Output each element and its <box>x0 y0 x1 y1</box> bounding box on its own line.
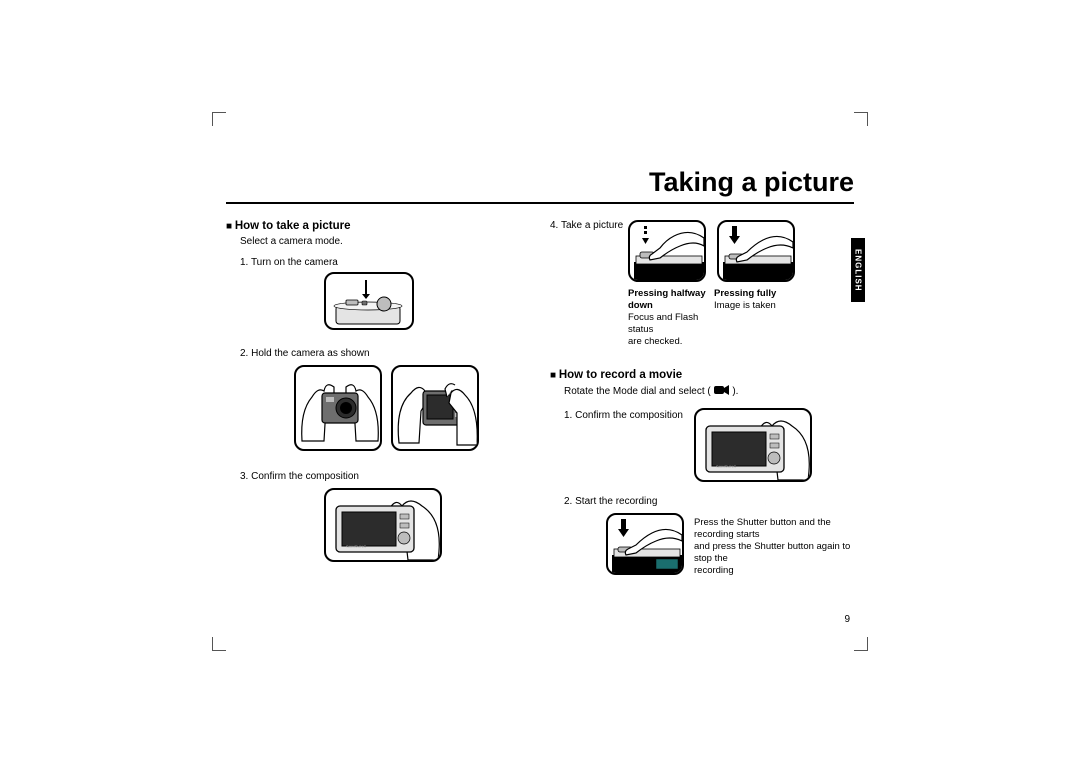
step-1-label: 1. Turn on the camera <box>240 257 526 268</box>
press-captions: Pressing halfway down Focus and Flash st… <box>550 288 854 347</box>
intro-text: Select a camera mode. <box>240 236 526 247</box>
crop-mark-tr <box>854 112 868 126</box>
movie-intro-a: Rotate the Mode dial and select ( <box>564 387 711 398</box>
fig-compose: SAMSUNG <box>324 488 442 562</box>
step-3-label: 3. Confirm the composition <box>240 471 526 482</box>
fig-start-record <box>606 513 684 575</box>
section-movie: How to record a movie <box>550 369 854 381</box>
page-inner: Taking a picture ENGLISH How to take a p… <box>226 130 854 633</box>
half-label: Pressing halfway down <box>628 288 714 312</box>
movie-mode-icon <box>714 385 730 398</box>
fig-press-full <box>717 220 795 282</box>
movie-section: How to record a movie Rotate the Mode di… <box>550 369 854 576</box>
section-take-picture: How to take a picture <box>226 220 526 232</box>
rec-desc1: Press the Shutter button and the recordi… <box>694 517 854 541</box>
svg-text:SAMSUNG: SAMSUNG <box>346 544 366 549</box>
step-4-label: 4. Take a picture <box>550 220 628 282</box>
step-4-row: 4. Take a picture <box>550 220 854 282</box>
movie-step-2: 2. Start the recording <box>564 496 854 576</box>
left-column: How to take a picture Select a camera mo… <box>226 220 526 633</box>
half-desc1: Focus and Flash status <box>628 312 714 336</box>
crop-mark-bl <box>212 637 226 651</box>
fig-movie-compose: SAMSUNG <box>694 408 812 482</box>
half-desc2: are checked. <box>628 336 714 348</box>
crop-mark-tl <box>212 112 226 126</box>
movie-step1-label: 1. Confirm the composition <box>564 408 694 482</box>
title-rule <box>226 202 854 204</box>
movie-step-1: 1. Confirm the composition SAMSUNG <box>564 408 854 482</box>
step-2: 2. Hold the camera as shown <box>240 348 526 451</box>
content-columns: How to take a picture Select a camera mo… <box>226 220 854 633</box>
movie-intro-b: ). <box>732 387 738 398</box>
fig-hold-front <box>294 365 382 451</box>
step-2-label: 2. Hold the camera as shown <box>240 348 526 359</box>
fig-hold-back <box>391 365 479 451</box>
step-3: 3. Confirm the composition SAMSUNG <box>240 471 526 562</box>
fig-turn-on <box>324 272 414 330</box>
full-desc: Image is taken <box>714 300 794 312</box>
manual-page: Taking a picture ENGLISH How to take a p… <box>0 0 1080 763</box>
page-number: 9 <box>844 614 850 625</box>
movie-step2-label: 2. Start the recording <box>564 496 854 507</box>
crop-mark-br <box>854 637 868 651</box>
movie-intro: Rotate the Mode dial and select ( ). <box>564 385 854 398</box>
svg-text:SAMSUNG: SAMSUNG <box>716 464 736 469</box>
full-label: Pressing fully <box>714 288 794 300</box>
step-1: 1. Turn on the camera <box>240 257 526 330</box>
page-title: Taking a picture <box>641 167 854 198</box>
right-column: 4. Take a picture <box>550 220 854 633</box>
rec-desc3: recording <box>694 565 854 577</box>
fig-press-half <box>628 220 706 282</box>
rec-desc2: and press the Shutter button again to st… <box>694 541 854 565</box>
